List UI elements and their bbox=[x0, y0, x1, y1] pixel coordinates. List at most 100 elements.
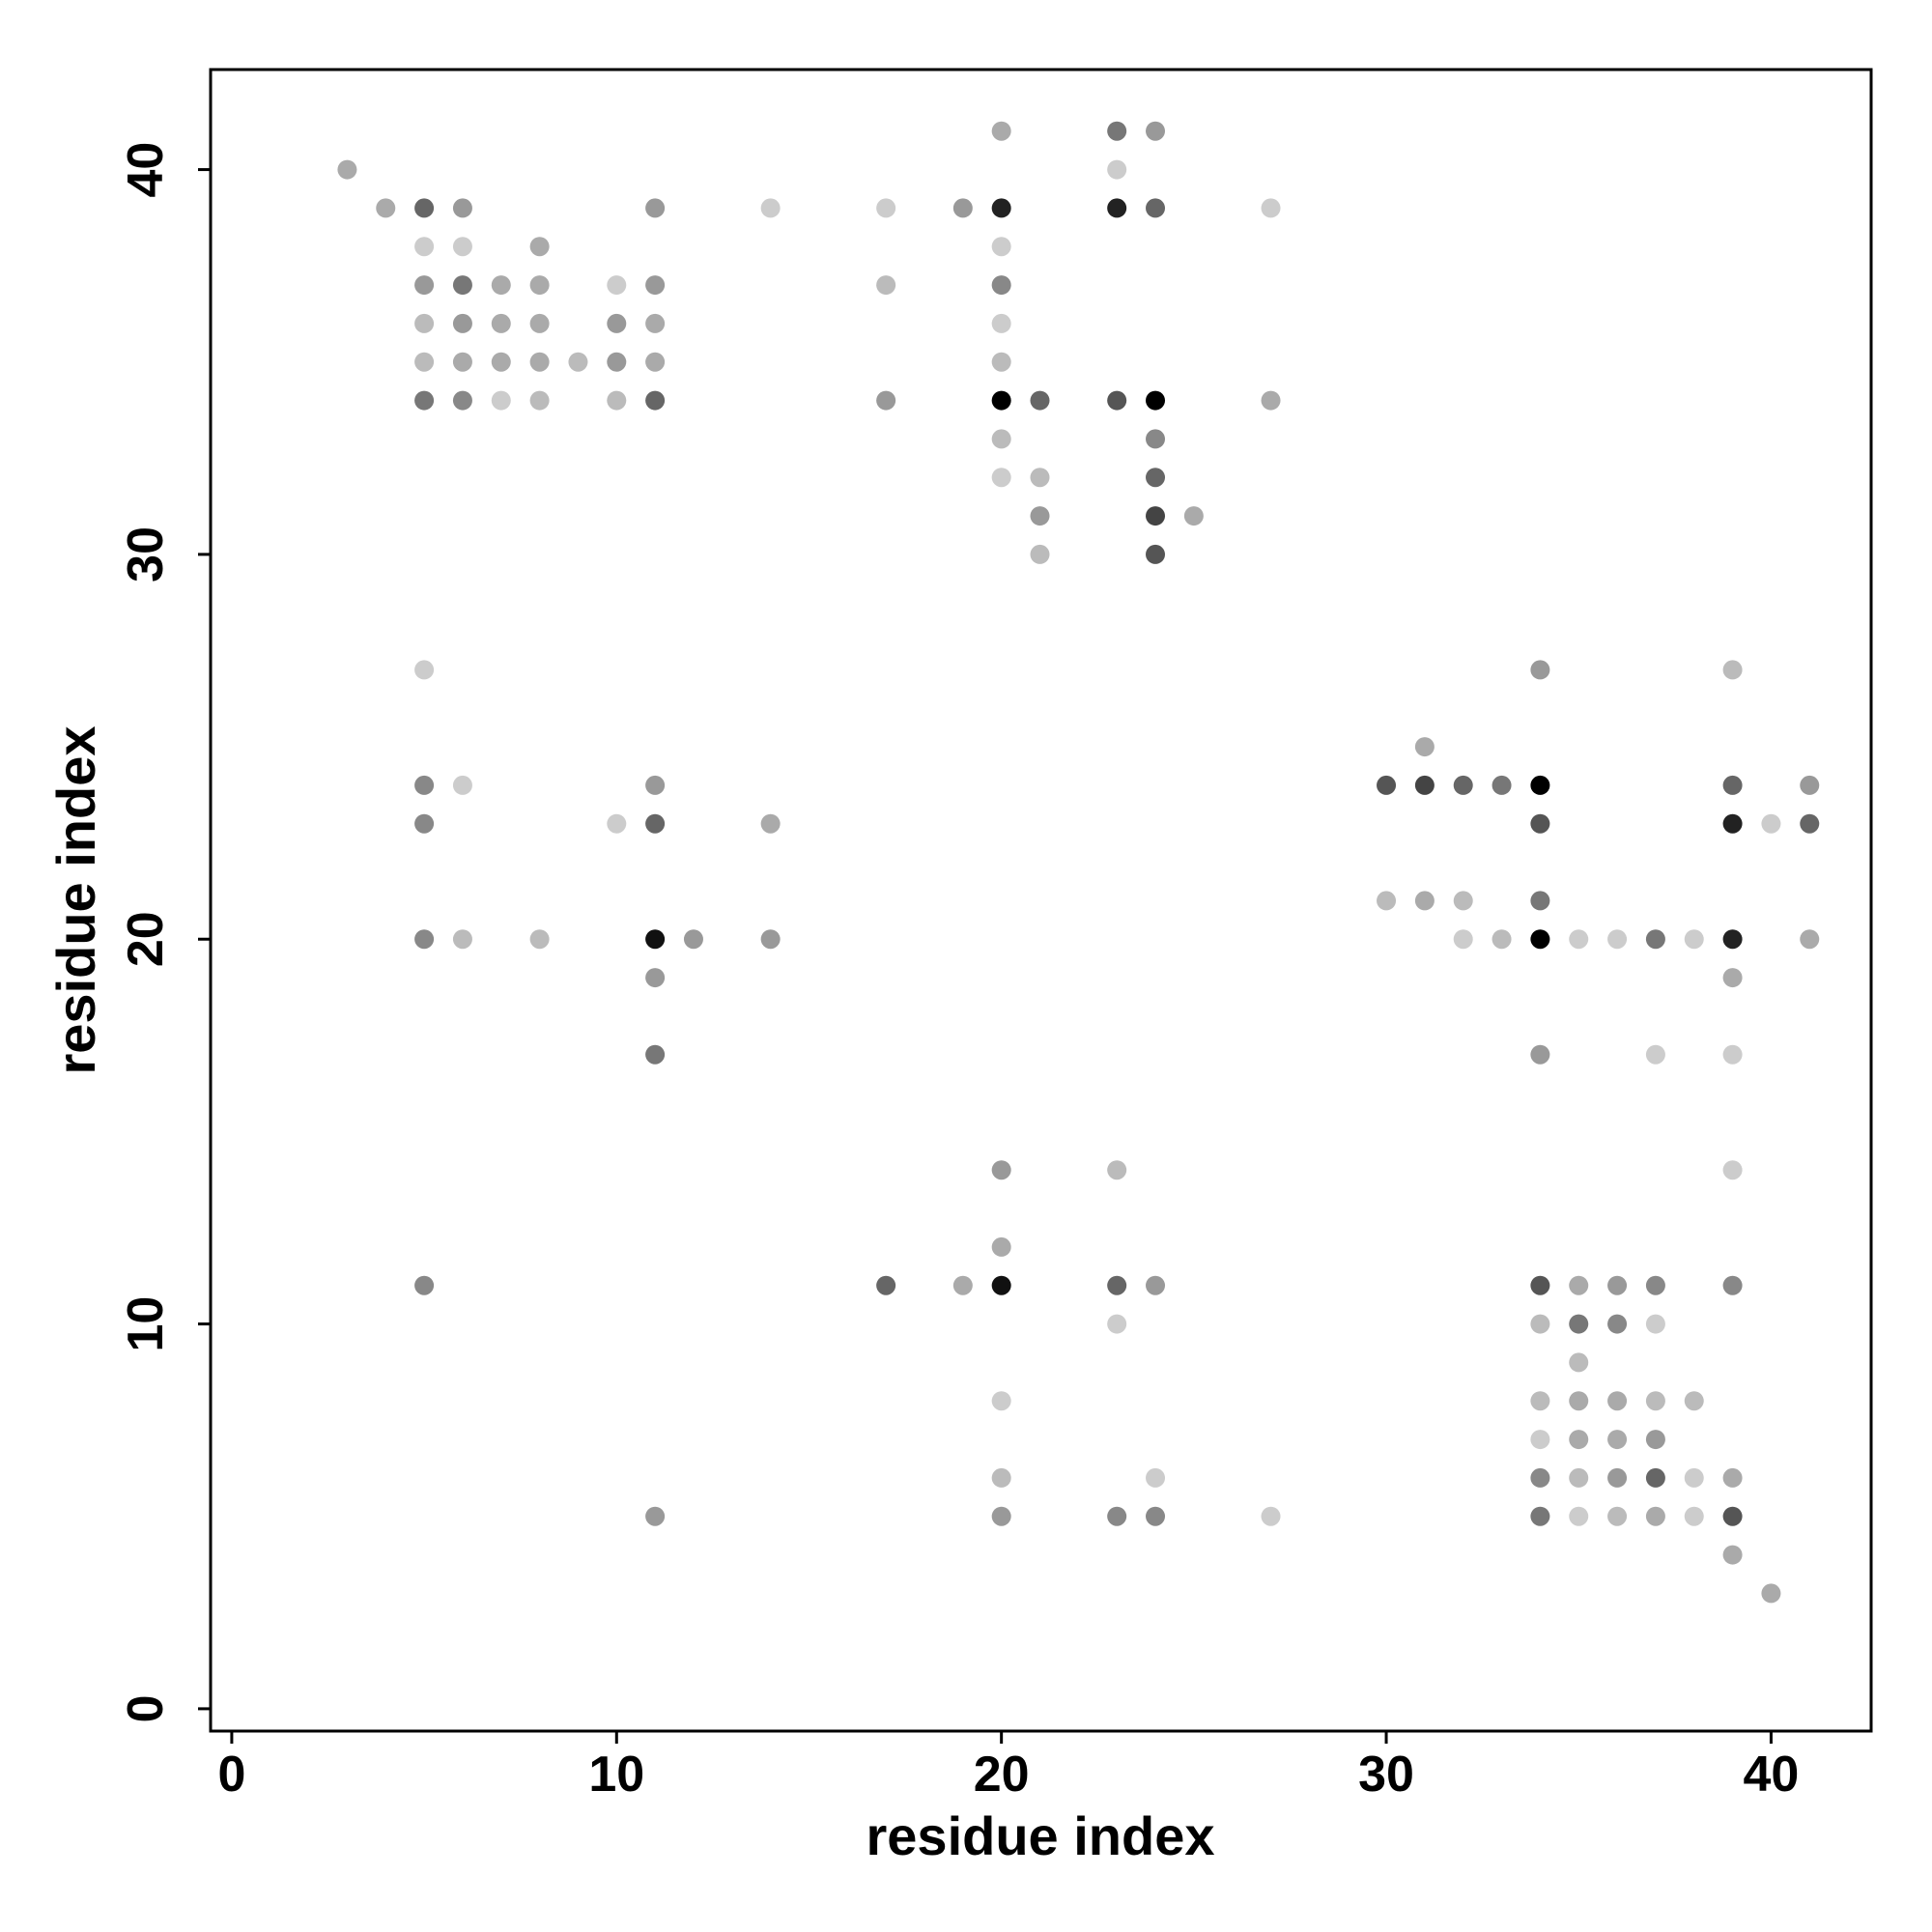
point bbox=[452, 237, 472, 257]
point bbox=[452, 929, 472, 950]
point bbox=[876, 275, 896, 296]
point bbox=[1645, 1044, 1665, 1065]
point bbox=[991, 313, 1011, 333]
point bbox=[1645, 1506, 1665, 1526]
point bbox=[991, 275, 1011, 296]
point bbox=[876, 1275, 896, 1295]
point bbox=[1453, 891, 1473, 911]
point bbox=[1107, 1314, 1127, 1334]
point bbox=[1607, 1275, 1628, 1295]
point bbox=[1645, 1391, 1665, 1411]
point bbox=[1030, 468, 1050, 488]
point bbox=[414, 313, 435, 333]
point bbox=[683, 929, 703, 950]
point bbox=[991, 1391, 1011, 1411]
point bbox=[1530, 660, 1550, 680]
x-tick-label: 40 bbox=[1743, 1747, 1799, 1803]
y-axis-title: residue index bbox=[45, 725, 106, 1074]
point bbox=[1183, 506, 1204, 526]
point bbox=[952, 1275, 973, 1295]
y-tick-label: 0 bbox=[118, 1694, 174, 1722]
point bbox=[1377, 775, 1397, 795]
point bbox=[1107, 1506, 1127, 1526]
point bbox=[1684, 1467, 1704, 1488]
point bbox=[414, 390, 435, 411]
point bbox=[1261, 198, 1281, 218]
point bbox=[607, 275, 627, 296]
point bbox=[1530, 813, 1550, 834]
point bbox=[1414, 775, 1435, 795]
point bbox=[568, 352, 588, 372]
point bbox=[414, 237, 435, 257]
point bbox=[991, 468, 1011, 488]
point bbox=[1722, 660, 1743, 680]
point bbox=[1030, 544, 1050, 564]
point bbox=[1722, 1160, 1743, 1180]
point bbox=[529, 929, 550, 950]
point bbox=[529, 390, 550, 411]
point bbox=[1569, 1314, 1589, 1334]
point bbox=[414, 775, 435, 795]
point bbox=[991, 1236, 1011, 1257]
point bbox=[1453, 929, 1473, 950]
point bbox=[1146, 468, 1166, 488]
point bbox=[1530, 775, 1550, 795]
point bbox=[1146, 198, 1166, 218]
point bbox=[529, 275, 550, 296]
point bbox=[1722, 1506, 1743, 1526]
point bbox=[1146, 1275, 1166, 1295]
point bbox=[991, 1467, 1011, 1488]
point bbox=[1530, 1275, 1550, 1295]
point bbox=[991, 237, 1011, 257]
point bbox=[1107, 121, 1127, 141]
point bbox=[952, 198, 973, 218]
point bbox=[991, 121, 1011, 141]
point bbox=[645, 968, 666, 988]
point bbox=[607, 352, 627, 372]
point bbox=[645, 775, 666, 795]
point bbox=[1684, 1506, 1704, 1526]
point bbox=[645, 929, 666, 950]
point bbox=[1761, 1583, 1781, 1604]
point bbox=[1800, 775, 1820, 795]
point bbox=[1569, 1275, 1589, 1295]
point bbox=[991, 1506, 1011, 1526]
point bbox=[607, 313, 627, 333]
point bbox=[1607, 1391, 1628, 1411]
point bbox=[1645, 1314, 1665, 1334]
point bbox=[1607, 1506, 1628, 1526]
plot-frame bbox=[209, 68, 1873, 1733]
point bbox=[1414, 891, 1435, 911]
point bbox=[1530, 1430, 1550, 1450]
point bbox=[607, 390, 627, 411]
point bbox=[1261, 1506, 1281, 1526]
point bbox=[1722, 968, 1743, 988]
point bbox=[1107, 198, 1127, 218]
point bbox=[1146, 1467, 1166, 1488]
point bbox=[1146, 1506, 1166, 1526]
point bbox=[1645, 1467, 1665, 1488]
point bbox=[1146, 429, 1166, 449]
point bbox=[1569, 1430, 1589, 1450]
point bbox=[645, 813, 666, 834]
point bbox=[337, 159, 357, 180]
point bbox=[1645, 1275, 1665, 1295]
point bbox=[1107, 1275, 1127, 1295]
point bbox=[491, 313, 511, 333]
point bbox=[1107, 1160, 1127, 1180]
point bbox=[1722, 1467, 1743, 1488]
point bbox=[452, 775, 472, 795]
point bbox=[1530, 1044, 1550, 1065]
point bbox=[1607, 1467, 1628, 1488]
point bbox=[1722, 813, 1743, 834]
point bbox=[529, 313, 550, 333]
point bbox=[1107, 159, 1127, 180]
point bbox=[529, 352, 550, 372]
point bbox=[1377, 891, 1397, 911]
point bbox=[760, 813, 781, 834]
point bbox=[1684, 929, 1704, 950]
y-tick-label: 20 bbox=[118, 911, 174, 967]
point bbox=[1645, 929, 1665, 950]
point bbox=[991, 198, 1011, 218]
point bbox=[491, 352, 511, 372]
